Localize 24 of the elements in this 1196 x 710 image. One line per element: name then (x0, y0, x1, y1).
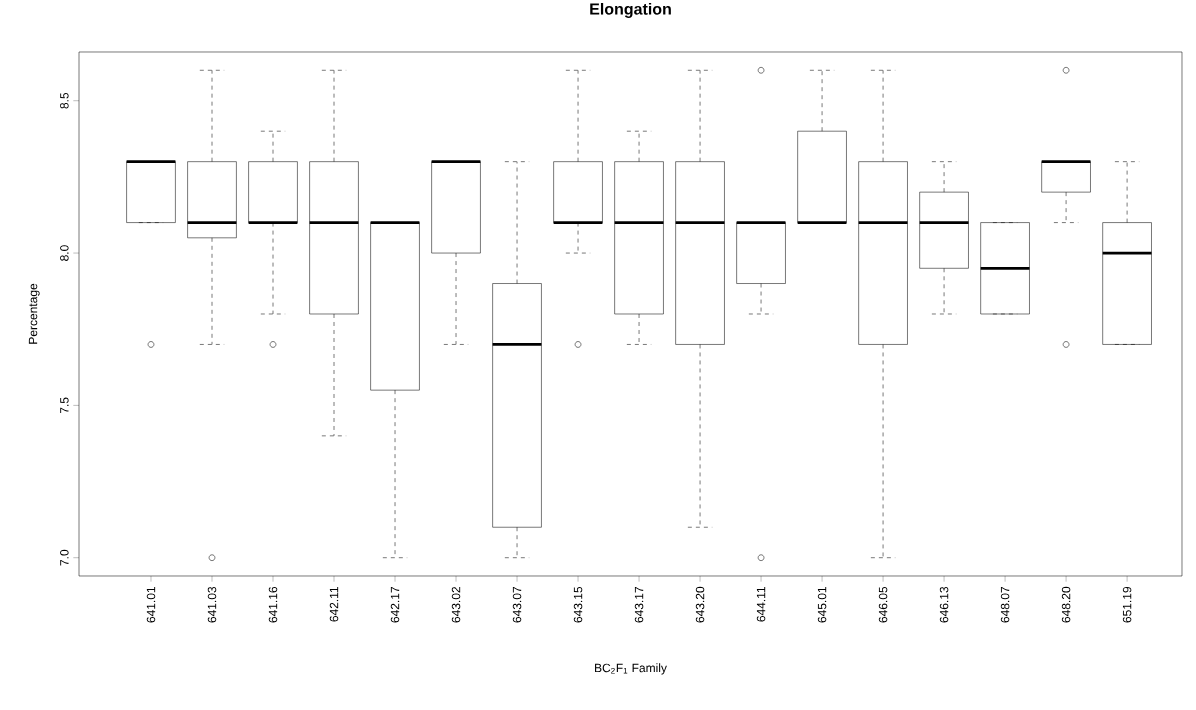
y-axis-title: Percentage (28, 283, 40, 344)
x-tick-label: 648.07 (1000, 587, 1010, 623)
x-tick-label: 643.07 (512, 587, 522, 623)
y-tick-label: 8.5 (60, 92, 69, 109)
y-tick-label: 8.0 (60, 245, 69, 261)
x-tick-label: 643.15 (573, 586, 583, 623)
x-tick-label: 643.02 (451, 587, 461, 623)
x-tick-label: 643.17 (634, 587, 644, 623)
y-tick-label: 7.0 (60, 549, 69, 566)
x-tick-label: 641.16 (268, 586, 278, 623)
x-tick-label: 641.03 (207, 586, 217, 623)
chart-title: Elongation (590, 2, 671, 18)
x-tick-label: 642.17 (390, 587, 400, 623)
x-tick-label: 644.11 (756, 586, 766, 622)
x-tick-label: 646.13 (939, 586, 949, 623)
x-tick-label: 648.20 (1061, 586, 1071, 623)
x-tick-label: 645.01 (817, 586, 827, 623)
x-tick-label: 643.20 (695, 586, 705, 623)
x-tick-label: 642.11 (329, 586, 339, 622)
x-tick-label: 651.19 (1122, 586, 1132, 623)
x-axis-title: BC$_{2}$F$_{1}$ Family (595, 663, 667, 675)
y-tick-label: 7.5 (60, 397, 69, 414)
x-tick-label: 641.01 (146, 586, 156, 623)
x-tick-label: 646.05 (878, 586, 888, 623)
